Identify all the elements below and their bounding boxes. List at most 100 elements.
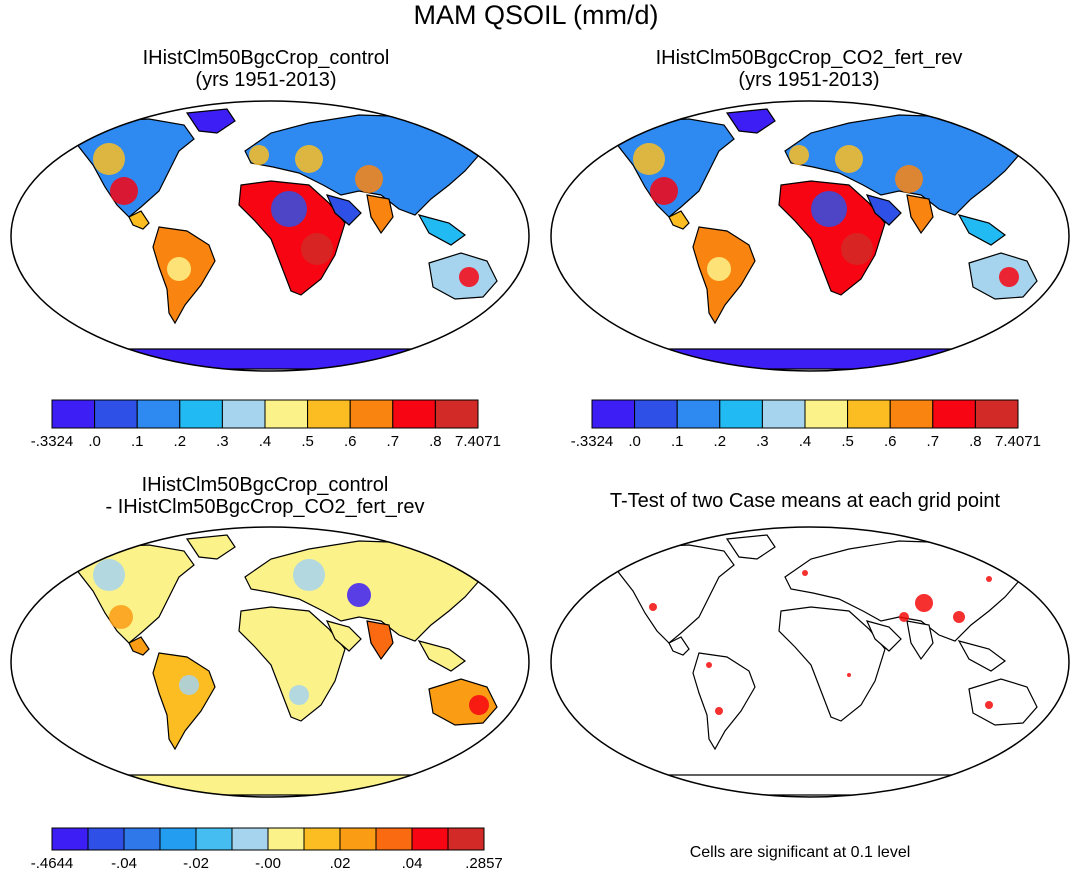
map-co2-region-9 — [789, 145, 809, 165]
panel-title-diff-line2: - IHistClm50BgcCrop_CO2_fert_rev — [105, 496, 425, 518]
map-control-region-4 — [301, 233, 333, 265]
colorbar-co2-swatch-5 — [804, 399, 849, 429]
map-control-region-3 — [295, 145, 323, 173]
map-diff-land-group — [66, 534, 498, 796]
colorbar-diff-swatch-11 — [447, 827, 485, 851]
map-control-border — [10, 100, 530, 372]
colorbar-control-label-2: .1 — [131, 433, 144, 450]
colorbar-control-swatch-0 — [51, 399, 96, 429]
map-co2-border — [550, 100, 1070, 372]
map-control-india — [366, 194, 394, 235]
map-ttest-region-8 — [847, 673, 851, 677]
map-ttest-region-1 — [899, 612, 909, 622]
colorbar-co2-swatch-2 — [676, 399, 721, 429]
colorbar-co2-label-0: -.3324 — [571, 433, 614, 450]
map-co2-region-7 — [999, 267, 1019, 287]
map-diff-africa — [238, 606, 346, 722]
map-diff-seasia — [417, 640, 467, 672]
map-ttest-southamerica — [692, 652, 756, 751]
colorbar-control-label-9: .8 — [429, 433, 442, 450]
colorbar-diff-label-4: .02 — [330, 855, 351, 872]
map-diff-southamerica — [152, 652, 216, 751]
map-control-region-2 — [271, 191, 307, 227]
colorbar-diff-swatch-3 — [159, 827, 197, 851]
colorbar-control-label-1: .0 — [88, 433, 101, 450]
map-control-region-1 — [93, 143, 125, 175]
colorbar-control-swatch-2 — [136, 399, 181, 429]
map-diff — [10, 526, 530, 798]
colorbar-diff-swatch-8 — [339, 827, 377, 851]
map-diff-region-1 — [109, 605, 133, 629]
panel-title-control-line1: IHistClm50BgcCrop_control — [142, 47, 390, 69]
map-diff-region-3 — [293, 559, 325, 591]
colorbar-co2-swatch-9 — [974, 399, 1019, 429]
colorbar-diff-label-2: -.02 — [183, 855, 209, 872]
map-co2-region-0 — [650, 177, 678, 205]
colorbar-co2-label-7: .6 — [884, 433, 897, 450]
colorbar-diff-swatch-1 — [87, 827, 125, 851]
colorbar-control-label-10: 7.4071 — [455, 433, 501, 450]
panel-title-ttest-line1: T-Test of two Case means at each grid po… — [609, 490, 1001, 512]
colorbar-co2-swatch-0 — [591, 399, 636, 429]
colorbar-diff-label-6: .2857 — [465, 855, 503, 872]
map-control-greenland — [185, 108, 236, 134]
map-ttest-region-3 — [649, 603, 657, 611]
map-control-region-7 — [459, 267, 479, 287]
map-co2-arabia — [865, 194, 902, 226]
panel-title-co2: IHistClm50BgcCrop_CO2_fert_rev (yrs 1951… — [604, 47, 1014, 91]
colorbar-control-label-7: .6 — [344, 433, 357, 450]
map-ttest-region-9 — [986, 576, 992, 582]
colorbar-diff-label-0: -.4644 — [31, 855, 74, 872]
map-control-seasia — [417, 214, 467, 246]
map-ttest-seasia — [957, 640, 1007, 672]
colorbar-control-swatch-1 — [94, 399, 138, 429]
colorbar-control-swatch-6 — [307, 399, 351, 429]
map-co2-greenland — [725, 108, 776, 134]
map-ttest-region-2 — [953, 611, 965, 623]
map-control-eurasia — [244, 114, 497, 216]
map-ttest-land-group — [606, 534, 1038, 796]
panel-title-control: IHistClm50BgcCrop_control (yrs 1951-2013… — [66, 47, 466, 91]
colorbar-diff-swatch-6 — [267, 827, 305, 851]
map-co2-eurasia — [784, 114, 1037, 216]
map-control-centralamerica — [128, 210, 150, 230]
colorbar-co2-label-6: .5 — [841, 433, 854, 450]
colorbar-co2-label-4: .3 — [756, 433, 769, 450]
colorbar-co2-label-5: .4 — [799, 433, 812, 450]
colorbar-co2-swatch-1 — [634, 399, 678, 429]
map-diff-region-6 — [179, 675, 199, 695]
colorbar-diff-label-1: -.04 — [111, 855, 137, 872]
map-ttest-antarctica — [606, 774, 1030, 796]
colorbar-co2-label-3: .2 — [714, 433, 727, 450]
map-ttest-australia — [968, 678, 1038, 726]
colorbar-control-label-3: .2 — [174, 433, 187, 450]
map-co2-africa — [778, 180, 886, 296]
colorbar-co2-label-1: .0 — [628, 433, 641, 450]
colorbar-control: -.3324 .0 .1 .2 .3 .4 .5 .6 .7 .8 7.4071 — [31, 399, 501, 450]
map-diff-region-5 — [469, 695, 489, 715]
map-control-northamerica — [68, 118, 195, 218]
map-co2-region-3 — [835, 145, 863, 173]
map-control-arabia — [325, 194, 362, 226]
colorbar-control-swatch-9 — [434, 399, 479, 429]
colorbar-co2-swatch-7 — [889, 399, 934, 429]
map-co2-antarctica — [606, 348, 1030, 370]
significance-note: Cells are significant at 0.1 level — [689, 844, 911, 861]
map-control-land-group — [66, 108, 498, 370]
map-co2-region-6 — [707, 257, 731, 281]
map-diff-arabia — [325, 620, 362, 652]
colorbar-control-swatch-4 — [221, 399, 266, 429]
panel-title-diff-line1: IHistClm50BgcCrop_control — [141, 474, 389, 496]
map-ttest-region-7 — [802, 570, 808, 576]
colorbar-control-swatch-8 — [392, 399, 436, 429]
map-diff-northamerica — [68, 544, 195, 644]
map-ttest-region-6 — [985, 701, 993, 709]
map-ttest-northamerica — [608, 544, 735, 644]
map-control-region-6 — [167, 257, 191, 281]
map-diff-greenland — [185, 534, 236, 560]
map-control-region-5 — [355, 165, 383, 193]
map-diff-region-2 — [347, 583, 371, 607]
map-ttest-india — [906, 620, 934, 661]
map-control-region-0 — [110, 177, 138, 205]
map-diff-region-7 — [371, 627, 387, 643]
